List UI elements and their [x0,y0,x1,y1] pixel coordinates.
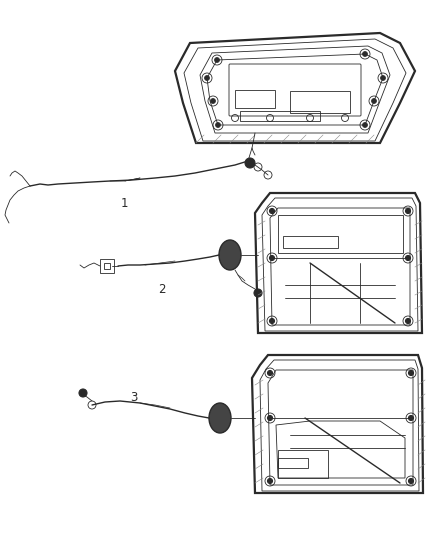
Bar [240,111,320,121]
Circle shape [268,416,272,421]
Circle shape [363,52,367,56]
Bar [278,450,328,478]
Circle shape [409,416,413,421]
Bar [235,90,275,108]
Circle shape [254,289,262,297]
Circle shape [409,370,413,376]
Circle shape [269,208,275,214]
Circle shape [371,99,377,103]
Circle shape [406,255,410,261]
Text: 2: 2 [158,284,166,296]
Circle shape [409,479,413,483]
Circle shape [215,123,220,127]
Text: 1: 1 [121,197,129,210]
Ellipse shape [219,240,241,270]
Circle shape [268,370,272,376]
Circle shape [406,208,410,214]
Circle shape [381,76,385,80]
Circle shape [268,479,272,483]
Circle shape [245,158,255,168]
Bar [290,91,350,113]
Ellipse shape [209,403,231,433]
Bar [283,236,338,248]
Bar [278,215,403,253]
Circle shape [215,58,219,62]
Circle shape [269,319,275,324]
Bar [100,259,114,273]
Circle shape [363,123,367,127]
Bar [278,458,308,468]
Text: 3: 3 [130,391,137,403]
Circle shape [79,389,87,397]
Circle shape [269,255,275,261]
Circle shape [211,99,215,103]
Circle shape [205,76,209,80]
Circle shape [406,319,410,324]
Text: 3: 3 [221,271,229,285]
Bar [104,263,110,269]
